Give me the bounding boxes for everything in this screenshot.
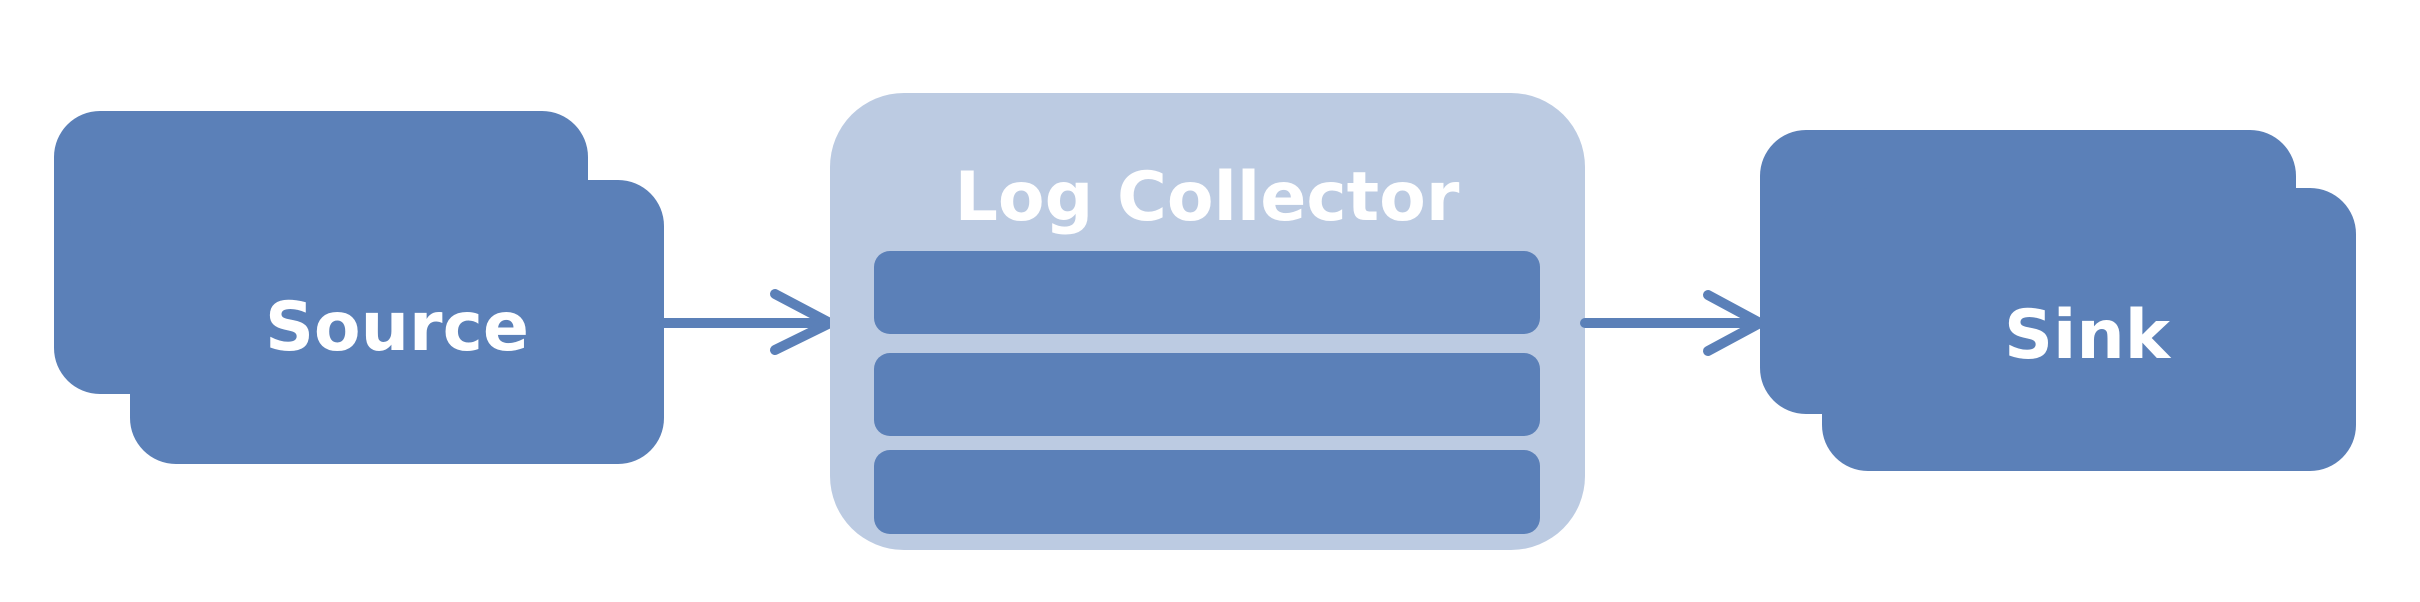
collector-row	[874, 353, 1540, 436]
arrow-source-to-collector	[659, 289, 835, 355]
source-card-front	[130, 180, 664, 464]
source-node: Source	[54, 111, 664, 464]
sink-card-front	[1822, 188, 2356, 471]
collector-label: Log Collector	[955, 158, 1460, 237]
sink-label: Sink	[2004, 296, 2172, 375]
arrow-collector-to-sink	[1580, 290, 1765, 356]
collector-node: Log Collector	[830, 93, 1585, 550]
collector-row	[874, 251, 1540, 334]
collector-row	[874, 450, 1540, 534]
sink-node: Sink	[1760, 130, 2356, 471]
source-label: Source	[265, 288, 529, 367]
